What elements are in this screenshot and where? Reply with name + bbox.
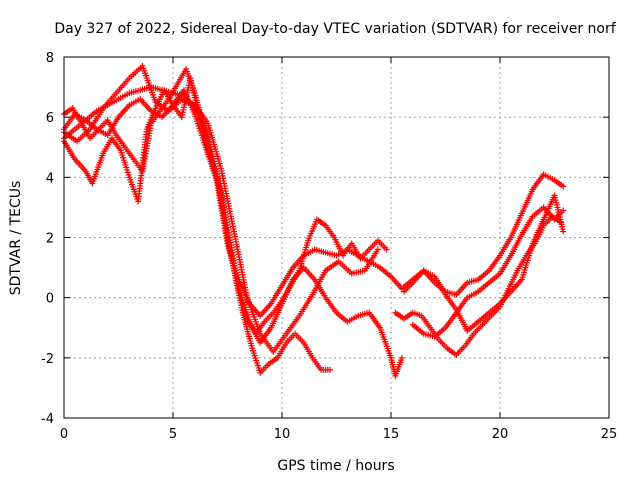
y-tick-label: -2 (41, 352, 54, 367)
series-track-4 (61, 75, 333, 376)
axis-ticks (63, 56, 610, 419)
x-tick-label: 0 (60, 427, 68, 442)
data-point (560, 207, 567, 214)
data-points (61, 63, 567, 379)
y-tick-label: 0 (46, 292, 54, 307)
y-tick-label: -4 (41, 412, 54, 427)
y-tick-label: 4 (46, 171, 54, 186)
data-point (560, 183, 567, 190)
x-tick-label: 5 (169, 427, 177, 442)
y-tick-label: 8 (46, 51, 54, 66)
y-axis-label: SDTVAR / TECUs (8, 181, 24, 296)
x-tick-label: 10 (274, 427, 291, 442)
x-tick-labels: 0 5 10 15 20 25 (60, 427, 617, 442)
y-tick-label: 6 (46, 111, 54, 126)
data-point (398, 354, 405, 361)
x-axis-label: GPS time / hours (277, 458, 394, 474)
y-tick-label: 2 (46, 232, 54, 247)
data-point (560, 228, 567, 235)
x-tick-label: 15 (383, 427, 400, 442)
chart-title: Day 327 of 2022, Sidereal Day-to-day VTE… (54, 21, 616, 37)
x-tick-label: 25 (601, 427, 618, 442)
y-tick-labels: -4 -2 0 2 4 6 8 (41, 51, 54, 427)
series-track-7 (401, 192, 567, 334)
x-tick-label: 20 (492, 427, 509, 442)
data-point (374, 246, 381, 253)
data-point (383, 246, 390, 253)
series-track-8 (409, 204, 567, 340)
data-point (326, 366, 333, 373)
series-track-5 (61, 63, 381, 355)
